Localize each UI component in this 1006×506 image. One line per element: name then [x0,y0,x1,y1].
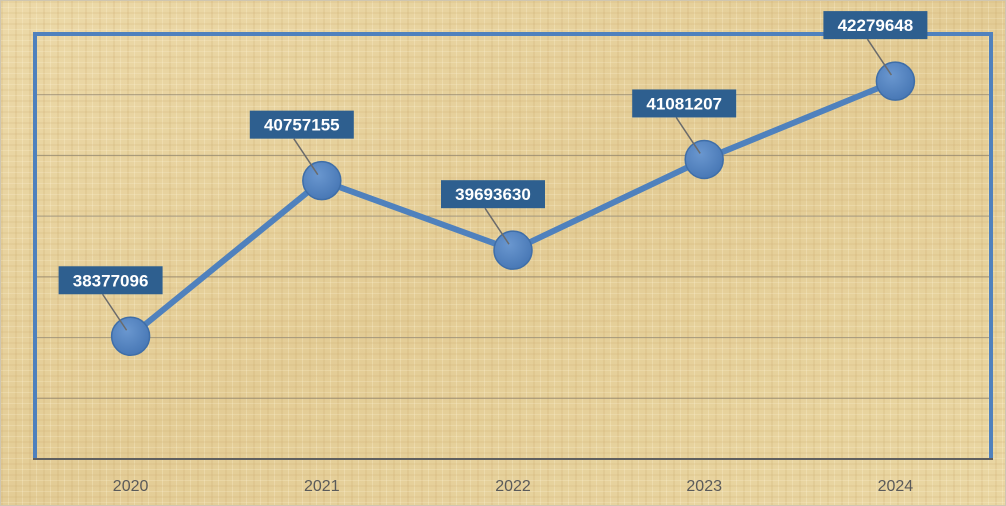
data-point-2022 [493,230,533,270]
data-label-text: 39693630 [455,185,531,204]
data-point-2024 [875,61,916,101]
data-label-box [249,110,354,139]
x-tick-label-2023: 2023 [686,478,722,495]
data-label-leader [675,117,701,154]
data-label-text: 38377096 [73,271,149,290]
data-label-box [823,11,928,40]
x-tick-label-2020: 2020 [113,478,149,495]
data-label-leader [101,293,128,331]
data-label-2024: 42279648 [823,11,928,40]
data-label-box [632,89,737,118]
data-point-2020 [110,316,151,357]
data-label-leader [293,138,319,176]
data-label-2022: 39693630 [441,180,545,209]
x-tick-label-2021: 2021 [304,478,340,495]
data-label-text: 40757155 [264,116,340,135]
data-label-box [58,266,163,295]
data-label-box [441,180,545,209]
data-label-2021: 40757155 [249,110,354,139]
x-tick-label-2024: 2024 [878,478,914,495]
data-label-2020: 38377096 [58,266,163,295]
data-label-leader [866,38,893,76]
data-label-text: 41081207 [646,94,722,113]
data-label-text: 42279648 [838,16,914,35]
plot-frame-border [33,32,993,459]
x-axis-tick-labels: 2020 2021 2022 2023 2024 [113,478,913,495]
plot-frame [33,32,993,460]
data-labels: 38377096 40757155 39693630 41081207 42279648 [58,11,928,331]
data-point-2021 [302,160,342,201]
data-label-2023: 41081207 [632,89,737,118]
x-tick-label-2022: 2022 [495,478,531,495]
data-label-leader [484,207,510,245]
data-markers [110,61,916,357]
gridlines [35,94,991,399]
data-point-2023 [684,139,724,180]
